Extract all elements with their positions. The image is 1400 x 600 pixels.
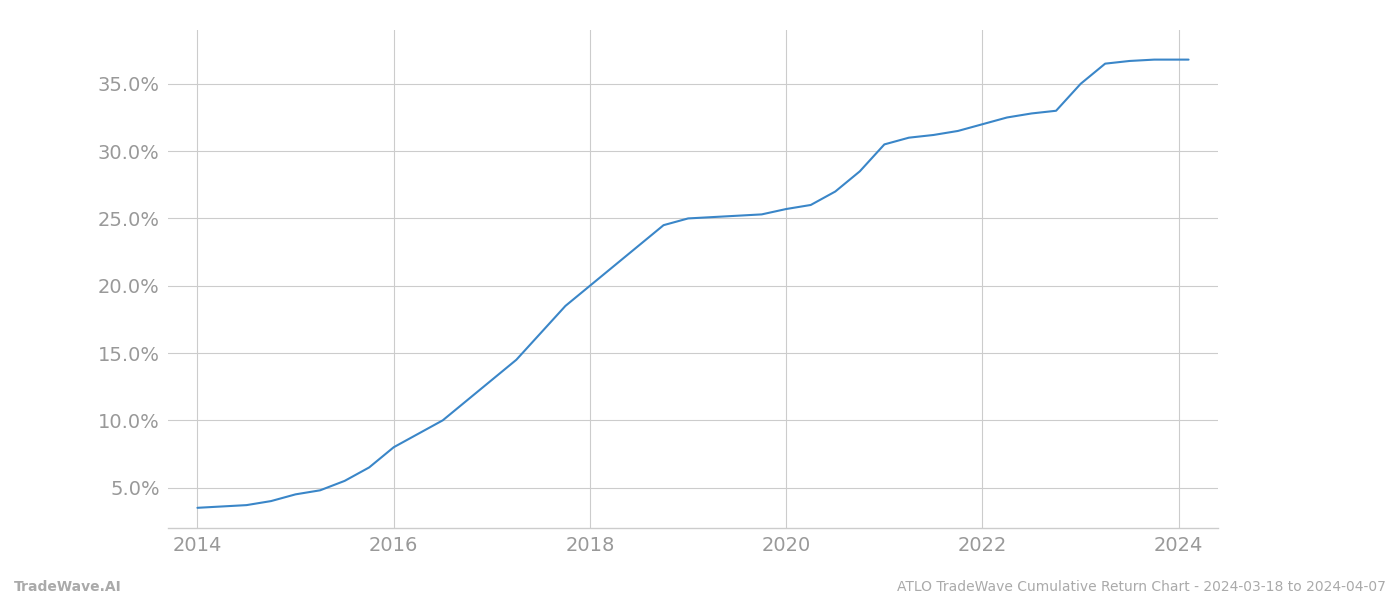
Text: TradeWave.AI: TradeWave.AI bbox=[14, 580, 122, 594]
Text: ATLO TradeWave Cumulative Return Chart - 2024-03-18 to 2024-04-07: ATLO TradeWave Cumulative Return Chart -… bbox=[897, 580, 1386, 594]
